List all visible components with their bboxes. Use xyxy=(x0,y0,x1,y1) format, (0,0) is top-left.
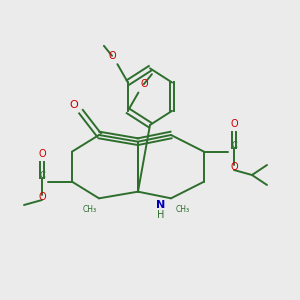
Text: C: C xyxy=(231,141,237,150)
Text: O: O xyxy=(108,51,116,61)
Text: O: O xyxy=(230,162,238,172)
Text: O: O xyxy=(38,149,46,159)
Text: CH₃: CH₃ xyxy=(83,205,97,214)
Text: CH₃: CH₃ xyxy=(176,205,190,214)
Text: O: O xyxy=(140,79,148,89)
Text: O: O xyxy=(38,192,46,202)
Text: N: N xyxy=(156,200,165,210)
Text: O: O xyxy=(69,100,78,110)
Text: C: C xyxy=(39,171,45,180)
Text: O: O xyxy=(230,119,238,129)
Text: H: H xyxy=(157,210,164,220)
